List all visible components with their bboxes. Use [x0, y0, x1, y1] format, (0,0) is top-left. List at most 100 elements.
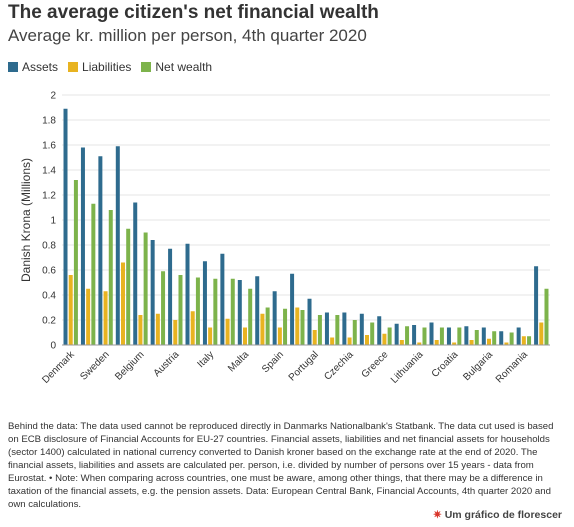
bar — [405, 326, 410, 345]
bar — [387, 327, 392, 345]
bar — [352, 320, 357, 345]
bar — [168, 248, 173, 345]
bar — [509, 332, 514, 345]
bar — [359, 313, 364, 345]
legend-item: Net wealth — [141, 60, 212, 74]
y-tick-label: 1.2 — [42, 191, 56, 202]
bar — [365, 335, 369, 345]
bar — [347, 337, 352, 345]
bar — [272, 291, 277, 345]
bar — [255, 276, 260, 345]
bar — [324, 312, 329, 345]
x-tick-label: Czechia — [322, 349, 356, 383]
x-tick-label: Belgium — [113, 349, 146, 382]
bar — [143, 232, 148, 345]
bar — [446, 327, 451, 345]
bar — [469, 340, 474, 345]
bar — [504, 342, 509, 345]
x-tick-label: Malta — [226, 349, 251, 374]
bar — [150, 240, 155, 345]
bar — [80, 147, 85, 345]
bar — [452, 342, 457, 345]
bar — [133, 202, 138, 345]
bar — [237, 280, 242, 345]
bar — [208, 327, 213, 345]
bar — [399, 340, 404, 345]
bar — [534, 266, 539, 345]
x-tick-label: Italy — [196, 349, 217, 370]
bar — [63, 108, 68, 345]
legend-swatch — [68, 62, 79, 72]
credit-text: Um gráfico de florescer — [444, 509, 562, 521]
x-tick-label: Sweden — [78, 349, 111, 382]
x-tick-label: Greece — [360, 349, 391, 380]
chart-title: The average citizen's net financial weal… — [8, 2, 379, 23]
bar — [265, 307, 270, 345]
bar — [474, 330, 479, 345]
legend-label: Assets — [22, 60, 59, 74]
bar — [68, 275, 73, 345]
x-tick-label: Bulgaria — [461, 349, 495, 383]
bar — [382, 333, 387, 345]
bar — [138, 315, 143, 345]
y-tick-label: 2 — [50, 91, 56, 102]
bar — [417, 342, 422, 345]
bar — [422, 327, 427, 345]
bar — [330, 337, 335, 345]
y-tick-label: 1.8 — [42, 116, 56, 127]
bar — [103, 291, 108, 345]
bar — [370, 322, 375, 345]
legend-swatch — [8, 62, 18, 72]
chart: 0 0.2 0.4 0.6 0.8 1 1.2 1.4 1.6 1.8 2 Danish Krona … — [19, 91, 550, 386]
bar — [290, 273, 295, 345]
y-tick-label: 1 — [50, 216, 56, 227]
bar — [516, 327, 521, 345]
bar — [312, 330, 317, 345]
y-tick-label: 0.8 — [42, 241, 56, 252]
bar — [243, 327, 247, 345]
bar — [220, 253, 225, 345]
bar — [544, 288, 549, 345]
bar — [539, 322, 544, 345]
bar — [342, 312, 347, 345]
bar — [173, 320, 178, 345]
bar — [377, 316, 382, 345]
bar — [213, 278, 218, 345]
legend: Assets Liabilities Net wealth — [8, 60, 212, 74]
legend-swatch — [141, 62, 152, 72]
bar — [394, 323, 399, 345]
bar — [429, 322, 434, 345]
bar — [335, 315, 340, 345]
bar — [300, 310, 305, 345]
bar — [260, 313, 265, 345]
bar — [115, 146, 120, 345]
legend-label: Liabilities — [82, 60, 132, 74]
y-tick-label: 1.4 — [42, 166, 56, 177]
bar — [434, 340, 439, 345]
bar — [91, 203, 96, 345]
legend-label: Net wealth — [155, 60, 213, 74]
bar — [178, 275, 183, 345]
bar — [86, 288, 91, 345]
bar — [439, 327, 444, 345]
bar — [202, 261, 207, 345]
bar — [155, 313, 160, 345]
bar — [457, 327, 462, 345]
x-tick-label: Portugal — [287, 349, 321, 383]
bar — [126, 228, 131, 345]
bar — [481, 327, 486, 345]
bar — [317, 315, 322, 345]
x-tick-label: Austria — [152, 349, 182, 379]
bar — [499, 331, 504, 345]
bar — [295, 307, 300, 345]
bar — [195, 277, 200, 345]
x-tick-label: Spain — [260, 349, 286, 375]
bar — [248, 288, 253, 345]
bar — [190, 311, 195, 345]
bar — [487, 338, 491, 345]
bar — [185, 243, 190, 345]
bar — [121, 262, 125, 345]
x-tick-label: Romania — [494, 349, 530, 385]
legend-item: Liabilities — [68, 60, 131, 74]
